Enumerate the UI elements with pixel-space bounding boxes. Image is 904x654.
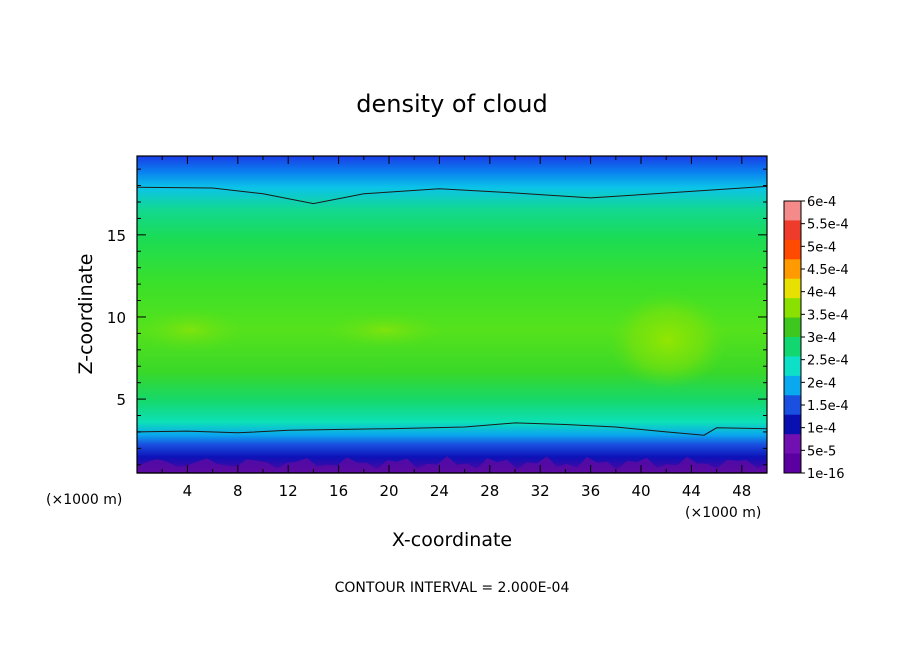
colorbar-swatch — [784, 453, 801, 474]
colorbar-swatch — [784, 375, 801, 396]
density-maximum-west — [137, 308, 245, 352]
colorbar-label: 5e-4 — [807, 240, 836, 255]
colorbar-swatch — [784, 337, 801, 357]
x-tick-label: 24 — [430, 482, 449, 500]
contour-line — [137, 185, 767, 205]
y-tick-label: 10 — [107, 309, 126, 327]
colorbar-label: 4e-4 — [807, 286, 836, 301]
colorbar-label: 6e-4 — [807, 195, 836, 210]
colorbar-swatch — [784, 259, 801, 280]
contour-line — [137, 422, 767, 436]
colorbar-swatch — [784, 414, 801, 435]
chart-title: density of cloud — [356, 90, 547, 118]
ground-band-shape — [137, 456, 767, 473]
ground-band — [137, 456, 767, 473]
x-tick-label: 4 — [183, 482, 193, 500]
colorbar-swatch — [784, 298, 801, 319]
density-maximum-center — [325, 312, 445, 348]
x-tick-label: 48 — [732, 482, 751, 500]
contour-lines — [137, 185, 767, 436]
colorbar-label: 3e-4 — [807, 331, 836, 346]
x-tick-label: 44 — [682, 482, 701, 500]
colorbar-label: 2e-4 — [807, 376, 836, 391]
x-axis-unit: (×1000 m) — [685, 505, 761, 521]
x-tick-label: 16 — [329, 482, 348, 500]
colorbar: 6e-4 5.5e-4 5e-4 4.5e-4 4e-4 3.5e-4 3e-4 2.5e-4… — [783, 195, 849, 482]
colorbar-label: 2.5e-4 — [807, 354, 849, 369]
x-tick-label: 32 — [531, 482, 550, 500]
colorbar-label: 4.5e-4 — [807, 263, 849, 278]
colorbar-swatch — [784, 239, 801, 260]
colorbar-label: 3.5e-4 — [807, 308, 849, 323]
colorbar-label: 1.5e-4 — [807, 399, 849, 414]
colorbar-swatch — [784, 278, 801, 299]
y-axis: 5 10 15 — [107, 168, 767, 466]
colorbar-swatch — [784, 395, 801, 416]
x-axis: 4 8 12 16 20 24 28 32 36 40 44 48 — [137, 156, 768, 500]
colorbar-label: 1e-4 — [807, 422, 836, 437]
x-tick-label: 8 — [233, 482, 243, 500]
colorbar-swatch — [784, 434, 801, 455]
x-tick-label: 40 — [631, 482, 650, 500]
y-tick-label: 15 — [107, 227, 126, 245]
colorbar-swatch — [784, 201, 801, 221]
colorbar-label: 5.5e-4 — [807, 218, 849, 233]
x-tick-label: 20 — [379, 482, 398, 500]
colorbar-swatch — [784, 317, 801, 338]
y-axis-unit: (×1000 m) — [46, 492, 122, 508]
colorbar-swatch — [784, 220, 801, 241]
x-tick-label: 12 — [279, 482, 298, 500]
y-tick-label: 5 — [116, 391, 126, 409]
x-tick-label: 36 — [581, 482, 600, 500]
colorbar-swatch — [784, 356, 801, 377]
colorbar-label: 5e-5 — [807, 444, 836, 459]
x-tick-label: 28 — [480, 482, 499, 500]
contour-interval-footer: CONTOUR INTERVAL = 2.000E-04 — [335, 580, 570, 596]
colorbar-label: 1e-16 — [807, 467, 845, 482]
density-maximum-east — [608, 292, 728, 388]
y-axis-label: Z-coordinate — [75, 254, 97, 375]
plot-area — [137, 156, 767, 473]
x-axis-label: X-coordinate — [392, 529, 512, 551]
